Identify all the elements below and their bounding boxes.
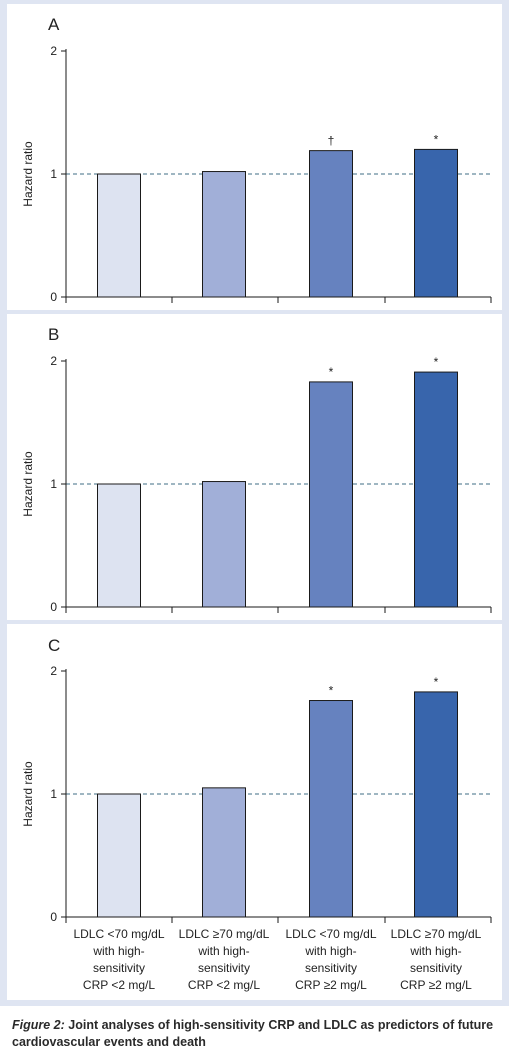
y-tick-label-2-2: 2 [50,664,57,678]
y-tick-label-2-0: 0 [50,910,57,924]
bar-1-1 [202,481,246,608]
y-tick-label-1-1: 1 [50,477,57,491]
x-category-label-0-line-3: CRP <2 mg/L [83,978,155,992]
figure-panel: A Hazard ratio † * 0 1 2 B Hazard ratio * * 0 1 2 C Haz… [0,0,509,1006]
y-axis-label-1: Hazard ratio [21,451,35,517]
x-category-label-2-line-2: sensitivity [305,961,357,975]
y-tick-label-0-0: 0 [50,290,57,304]
bar-0-0 [97,173,141,298]
y-tick-label-1-2: 2 [50,354,57,368]
x-category-label-3-line-0: LDLC ≥70 mg/dL [391,927,482,941]
figure-caption: Figure 2: Joint analyses of high-sensiti… [12,1017,502,1051]
x-category-label-1-line-1: with high- [197,944,249,958]
y-tick-label-2-1: 1 [50,787,57,801]
bar-1-0 [97,483,141,608]
x-category-label-3-line-2: sensitivity [410,961,462,975]
bar-0-3 [414,148,458,298]
caption-text: Joint analyses of high-sensitivity CRP a… [12,1018,494,1049]
significance-marker-1-3: * [434,355,439,369]
x-category-label-0-line-1: with high- [92,944,144,958]
chart-svg: A Hazard ratio † * 0 1 2 B Hazard ratio * * 0 1 2 C Haz… [7,4,502,1000]
x-category-label-1-line-3: CRP <2 mg/L [188,978,260,992]
bar-0-1 [202,171,246,298]
bar-2-2 [309,700,353,918]
y-axis-label-2: Hazard ratio [21,761,35,827]
x-category-label-3-line-1: with high- [409,944,461,958]
panel-label-0: A [48,15,60,34]
bar-1-2 [309,381,353,608]
bar-2-1 [202,787,246,918]
x-category-label-3-line-3: CRP ≥2 mg/L [400,978,472,992]
panel-label-1: B [48,325,59,344]
x-category-label-2-line-0: LDLC <70 mg/dL [285,927,376,941]
bar-2-0 [97,793,141,918]
significance-marker-0-2: † [328,134,335,148]
x-category-label-2-line-3: CRP ≥2 mg/L [295,978,367,992]
x-category-label-1-line-0: LDLC ≥70 mg/dL [179,927,270,941]
significance-marker-2-3: * [434,675,439,689]
significance-marker-1-2: * [329,365,334,379]
bar-1-3 [414,371,458,608]
x-category-label-1-line-2: sensitivity [198,961,250,975]
x-category-label-2-line-1: with high- [304,944,356,958]
y-tick-label-0-2: 2 [50,44,57,58]
bar-0-2 [309,150,353,298]
significance-marker-2-2: * [329,684,334,698]
x-category-label-0-line-2: sensitivity [93,961,145,975]
y-axis-label-0: Hazard ratio [21,141,35,207]
caption-label: Figure 2: [12,1018,65,1032]
bar-2-3 [414,691,458,918]
x-category-label-0-line-0: LDLC <70 mg/dL [73,927,164,941]
y-tick-label-1-0: 0 [50,600,57,614]
panel-label-2: C [48,636,60,655]
y-tick-label-0-1: 1 [50,167,57,181]
significance-marker-0-3: * [434,132,439,146]
